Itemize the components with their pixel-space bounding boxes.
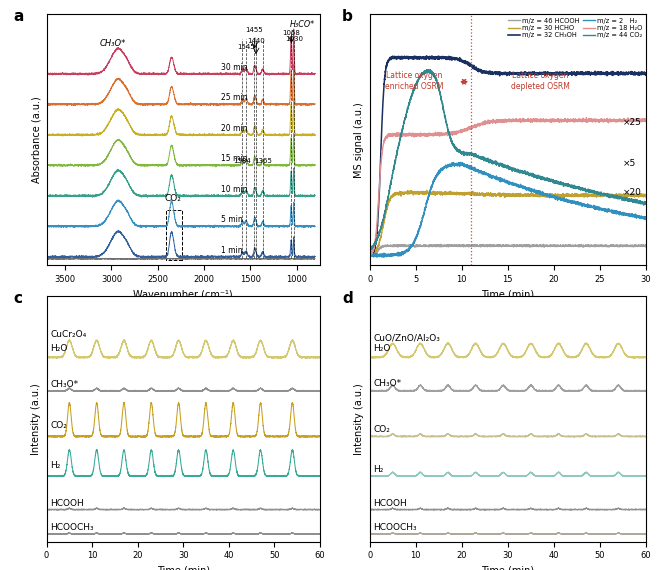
X-axis label: Time (min): Time (min) [482,290,534,299]
Text: CO₂: CO₂ [374,425,390,434]
Text: 10 min: 10 min [220,185,247,194]
Text: CH₃O*: CH₃O* [374,379,402,388]
Text: ×5: ×5 [623,159,636,168]
Text: 5 min: 5 min [220,215,242,224]
Text: 1030: 1030 [285,35,303,42]
Y-axis label: Absorbance (a.u.): Absorbance (a.u.) [31,96,41,183]
Text: 15 min: 15 min [220,154,247,163]
Text: ×20: ×20 [623,188,642,197]
Text: HCOOCH₃: HCOOCH₃ [50,523,94,532]
Text: CuO/ZnO/Al₂O₃: CuO/ZnO/Al₂O₃ [374,333,440,342]
Text: 1455: 1455 [246,27,263,33]
Text: c: c [14,291,23,307]
Text: H₂O: H₂O [50,344,68,353]
Text: 1440: 1440 [247,38,264,44]
X-axis label: Wavenumber (cm⁻¹): Wavenumber (cm⁻¹) [133,290,233,299]
Text: HCOOCH₃: HCOOCH₃ [374,523,417,532]
Text: CO₂: CO₂ [165,194,182,203]
Text: HCOOH: HCOOH [374,499,407,507]
X-axis label: Time (min): Time (min) [157,566,210,570]
Text: CH₃O*: CH₃O* [100,39,127,48]
Text: 20 min: 20 min [220,124,247,133]
X-axis label: Time (min): Time (min) [482,566,534,570]
Y-axis label: MS signal (a.u.): MS signal (a.u.) [354,102,364,177]
Text: H₂O: H₂O [374,344,391,353]
Text: H₂: H₂ [374,465,384,474]
Text: CuCr₂O₄: CuCr₂O₄ [50,330,87,339]
Text: H₂: H₂ [50,461,61,470]
Text: CH₃O*: CH₃O* [50,380,79,389]
Text: HCOOH: HCOOH [50,499,84,507]
Text: CO₂: CO₂ [50,421,67,430]
Text: 1 min: 1 min [220,246,242,255]
Text: d: d [342,291,353,307]
Text: b: b [342,9,353,25]
Text: Lattice oxygen
enriched OSRM: Lattice oxygen enriched OSRM [384,71,443,91]
Y-axis label: Intensity (a.u.): Intensity (a.u.) [31,383,41,455]
Text: 1545: 1545 [237,44,255,50]
Text: 1584: 1584 [234,157,251,164]
Text: ×25: ×25 [623,118,642,127]
Text: a: a [14,9,24,25]
Text: 1058: 1058 [282,30,300,36]
Text: Lattice oxygen
depleted OSRM: Lattice oxygen depleted OSRM [511,71,569,91]
Legend: m/z = 46 HCOOH, m/z = 30 HCHO, m/z = 32 CH₃OH, m/z = 2   H₂, m/z = 18 H₂O, m/z =: m/z = 46 HCOOH, m/z = 30 HCHO, m/z = 32 … [508,18,643,38]
Text: 25 min: 25 min [220,93,247,102]
Text: H₃CO*: H₃CO* [290,20,315,28]
Y-axis label: Intensity (a.u.): Intensity (a.u.) [354,383,364,455]
Text: 1365: 1365 [254,157,272,164]
Text: 30 min: 30 min [220,63,247,72]
